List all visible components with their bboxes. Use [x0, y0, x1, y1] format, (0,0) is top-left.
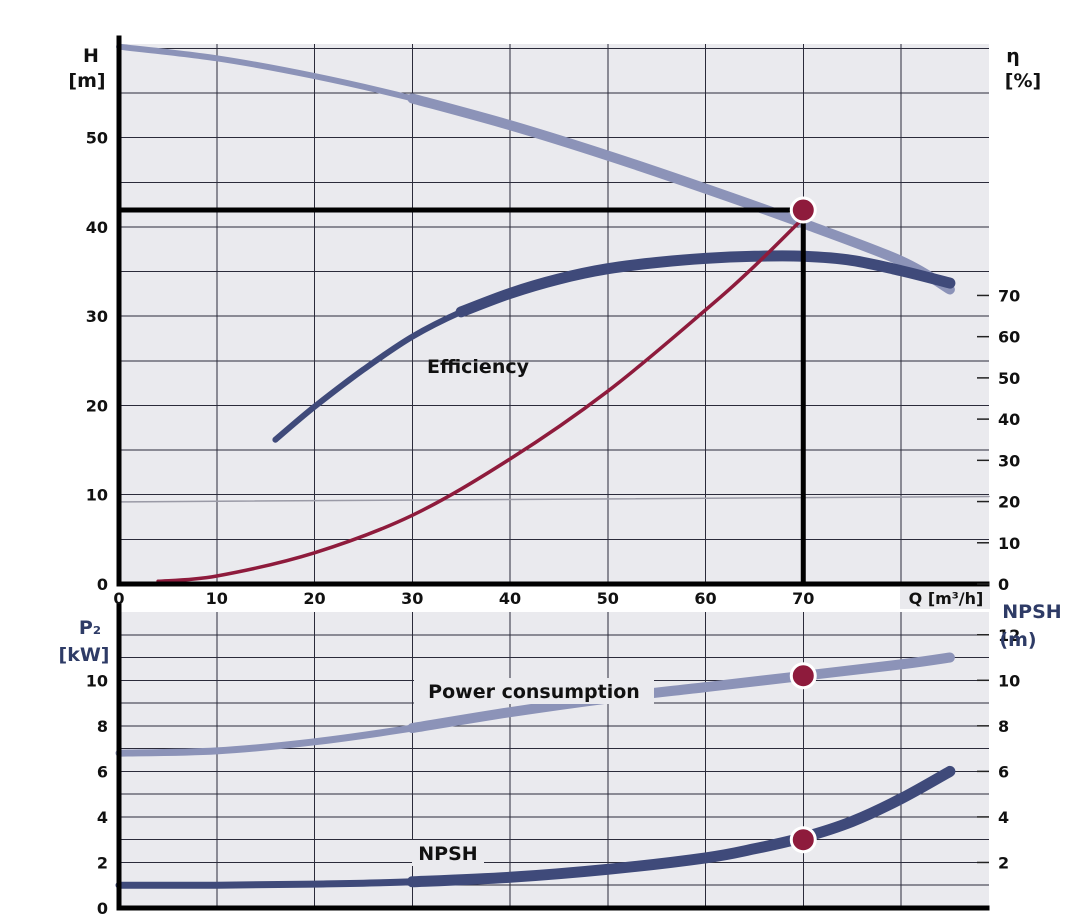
- p2-tick-label: 2: [97, 853, 108, 872]
- eta-tick-label: 60: [998, 328, 1020, 347]
- h-tick-label: 30: [86, 307, 108, 326]
- power-label-background: [414, 678, 654, 704]
- h-tick-label: 40: [86, 218, 108, 237]
- h-tick-label: 50: [86, 129, 108, 148]
- h-axis-label: H: [83, 45, 99, 67]
- npsh-tick-label: 2: [998, 853, 1009, 872]
- top-plot-background: [119, 44, 989, 584]
- p2-tick-label: 4: [97, 808, 108, 827]
- eta-axis-label: η: [1006, 45, 1020, 67]
- eta-tick-label: 40: [998, 410, 1020, 429]
- h-axis-unit: [m]: [68, 70, 105, 92]
- npsh-label-background: [412, 840, 484, 866]
- npsh-tick-label: 10: [998, 671, 1020, 690]
- npsh-curve-label: NPSH: [418, 843, 477, 865]
- npsh-tick-label: 12: [998, 626, 1020, 645]
- top-series: [116, 43, 990, 584]
- p2-tick-label: 8: [97, 717, 108, 736]
- axis-units: H [m] η [%] Q [m³/h] P₂ [kW] NPSH (m): [59, 45, 1062, 666]
- eta-tick-label: 0: [998, 575, 1009, 594]
- bottom-plot-background: [119, 612, 989, 908]
- npsh-tick-label: 6: [998, 762, 1009, 781]
- q-axis-label: Q [m³/h]: [909, 589, 984, 608]
- axes: [116, 35, 990, 911]
- p2-tick-label: 0: [97, 899, 108, 918]
- q-tick-label: 10: [206, 589, 228, 608]
- q-tick-label: 50: [597, 589, 619, 608]
- eta-tick-label: 70: [998, 286, 1020, 305]
- curve-labels: Efficiency Power consumption NPSH: [412, 356, 654, 866]
- q-tick-label: 30: [401, 589, 423, 608]
- operating-point-markers: [789, 196, 817, 854]
- npsh-axis-unit: (m): [999, 629, 1036, 651]
- bottom-series: [115, 652, 956, 889]
- head-curve-thick: [407, 93, 955, 295]
- efficiency-curve-thick: [455, 250, 956, 318]
- npsh-curve-thick: [406, 765, 956, 888]
- eta-tick-label: 20: [998, 493, 1020, 512]
- q-tick-label: 70: [792, 589, 814, 608]
- operating-point-guides: [119, 207, 806, 584]
- npsh-duty-marker: [789, 826, 817, 854]
- q-tick-label: 0: [113, 589, 124, 608]
- power-duty-marker: [789, 662, 817, 690]
- system-curve: [156, 216, 806, 584]
- npsh-tick-label: 8: [998, 717, 1009, 736]
- p2-tick-label: 6: [97, 762, 108, 781]
- power-consumption-curve-thick: [407, 652, 955, 734]
- eta-tick-label: 10: [998, 534, 1020, 553]
- reference-line: [118, 495, 990, 503]
- npsh-axis-label: NPSH: [1002, 601, 1061, 623]
- efficiency-curve-label: Efficiency: [427, 356, 530, 378]
- q-tick-label: 60: [694, 589, 716, 608]
- q-tick-label: 40: [499, 589, 521, 608]
- power-consumption-label: Power consumption: [428, 681, 640, 703]
- eta-axis-unit: [%]: [1005, 70, 1041, 92]
- duty-point-marker: [789, 196, 817, 224]
- q-label-background: [900, 587, 990, 609]
- h-tick-label: 10: [86, 486, 108, 505]
- q-tick-label: 20: [303, 589, 325, 608]
- eta-tick-label: 30: [998, 451, 1020, 470]
- h-tick-label: 20: [86, 396, 108, 415]
- npsh-tick-label: 4: [998, 808, 1009, 827]
- eta-tick-label: 50: [998, 369, 1020, 388]
- p2-axis-label: P₂: [79, 617, 101, 639]
- p2-axis-unit: [kW]: [59, 644, 110, 666]
- p2-tick-label: 10: [86, 671, 108, 690]
- h-tick-label: 0: [97, 575, 108, 594]
